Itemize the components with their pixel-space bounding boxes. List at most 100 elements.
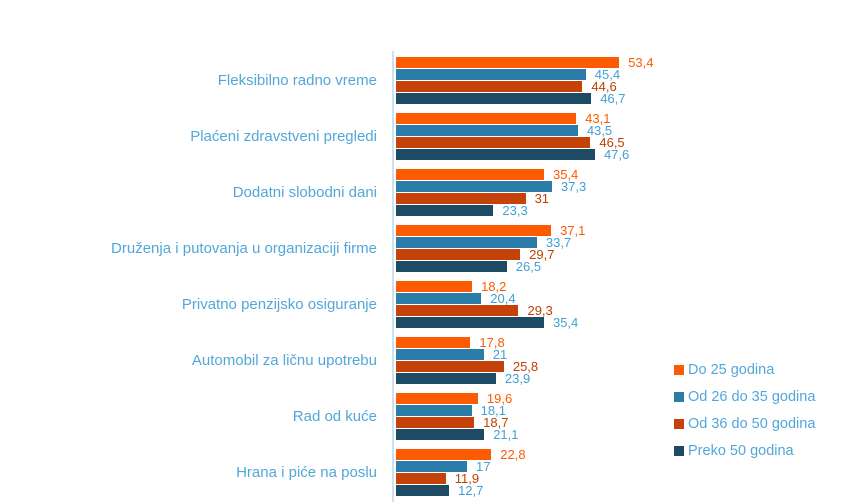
value-label: 17,8 [479, 335, 505, 350]
bar-od-26-do-35-godina [396, 125, 578, 136]
legend: Do 25 godina Od 26 do 35 godina Od 36 do 5… [674, 362, 815, 470]
bar-od-26-do-35-godina [396, 405, 472, 416]
value-label: 17 [476, 459, 491, 474]
bar-preko-50-godina [396, 485, 450, 496]
bars-block: 43,1 43,5 46,5 47,6 [396, 111, 630, 162]
bars-block: 35,4 37,3 31 23,3 [396, 167, 587, 218]
bar-preko-50-godina [396, 261, 507, 272]
value-label: 26,5 [515, 259, 542, 274]
value-label: 23,9 [504, 371, 531, 386]
bar-do-25-godina [396, 225, 552, 236]
bar-row: 35,4 [396, 167, 586, 182]
bar-do-25-godina [396, 57, 620, 68]
bar-od-26-do-35-godina [396, 349, 484, 360]
bars-block: 53,4 45,4 44,6 46,7 [396, 55, 654, 106]
bar-od-26-do-35-godina [396, 69, 586, 80]
value-label: 53,4 [628, 55, 654, 70]
bar-group: Automobil za ličnu upotrebu 17,8 21 25,8 23,… [0, 335, 654, 386]
value-label: 31 [534, 191, 550, 206]
value-label: 19,6 [486, 391, 513, 406]
legend-swatch-icon [674, 391, 684, 402]
bar-group: Fleksibilno radno vreme 53,4 45,4 44,6 46,7 [0, 55, 654, 106]
bar-do-25-godina [396, 169, 544, 180]
bar-row: 25,8 [396, 359, 539, 374]
bar-do-25-godina [396, 281, 473, 292]
bar-row: 11,9 [396, 471, 526, 486]
value-label: 18,1 [480, 403, 506, 418]
bar-do-25-godina [396, 393, 478, 404]
value-label: 33,7 [545, 235, 572, 250]
bar-od-26-do-35-godina [396, 293, 482, 304]
category-label: Dodatni slobodni dani [232, 183, 377, 201]
legend-item-do-25-godina: Do 25 godina [674, 362, 815, 378]
bar-row: 18,7 [396, 415, 519, 430]
bar-od-36-do-50-godina [396, 361, 504, 372]
bar-row: 37,3 [396, 179, 587, 194]
bar-row: 31 [396, 191, 586, 206]
bar-row: 21,1 [396, 428, 519, 441]
category-label: Rad od kuće [292, 407, 377, 425]
value-label: 29,3 [527, 303, 553, 318]
value-label: 23,3 [502, 203, 528, 218]
legend-label: Od 36 do 50 godina [688, 415, 816, 432]
bar-od-36-do-50-godina [396, 193, 526, 204]
value-label: 43,5 [586, 123, 613, 138]
plot-area: Fleksibilno radno vreme 53,4 45,4 44,6 46,7 P… [0, 55, 654, 502]
category-label: Druženja i putovanja u organizaciji firm… [111, 239, 377, 257]
bars-block: 19,6 18,1 18,7 21,1 [396, 391, 519, 441]
bar-row: 47,6 [396, 147, 630, 162]
bar-od-36-do-50-godina [396, 473, 446, 484]
value-label: 46,5 [599, 135, 625, 150]
bar-group: Hrana i piće na poslu 22,8 17 11,9 12,7 [0, 447, 654, 498]
value-label: 21 [492, 347, 508, 362]
legend-item-od-26-do-35-godina: Od 26 do 35 godina [674, 388, 816, 405]
value-label: 35,4 [552, 167, 579, 182]
bar-row: 20,4 [396, 291, 578, 306]
bar-group: Rad od kuće 19,6 18,1 18,7 21,1 [0, 391, 654, 441]
bar-preko-50-godina [396, 317, 544, 328]
category-label: Privatno penzijsko osiguranje [181, 295, 377, 313]
bar-group: Druženja i putovanja u organizaciji firm… [0, 223, 654, 274]
value-label: 35,4 [552, 315, 579, 330]
bars-block: 37,1 33,7 29,7 26,5 [396, 223, 586, 274]
value-label: 37,3 [560, 179, 587, 194]
legend-swatch-icon [674, 364, 684, 375]
bar-preko-50-godina [396, 429, 485, 440]
value-label: 46,7 [600, 91, 626, 106]
bar-row: 29,7 [396, 248, 585, 261]
bar-row: 22,8 [396, 447, 526, 462]
bar-row: 19,6 [396, 391, 519, 406]
bar-group: Privatno penzijsko osiguranje 18,2 20,4 29,… [0, 279, 654, 330]
bar-od-26-do-35-godina [396, 237, 537, 248]
bar-od-36-do-50-godina [396, 249, 521, 260]
bar-row: 43,1 [396, 111, 629, 126]
value-label: 47,6 [603, 147, 630, 162]
bar-do-25-godina [396, 113, 577, 124]
value-label: 37,1 [560, 223, 586, 238]
value-label: 11,9 [454, 471, 480, 486]
bar-row: 45,4 [396, 68, 654, 81]
category-axis-line [392, 51, 394, 502]
bar-preko-50-godina [396, 373, 496, 384]
value-label: 20,4 [490, 291, 516, 306]
bar-row: 23,3 [396, 203, 586, 218]
category-label: Hrana i piće na poslu [236, 463, 377, 481]
legend-swatch-icon [674, 445, 684, 456]
value-label: 18,7 [483, 415, 509, 430]
category-label: Fleksibilno radno vreme [217, 71, 377, 89]
bars-block: 17,8 21 25,8 23,9 [396, 335, 539, 386]
bar-row: 43,5 [396, 123, 629, 138]
value-label: 25,8 [512, 359, 539, 374]
bar-od-36-do-50-godina [396, 417, 475, 428]
legend-item-od-36-do-50-godina: Od 36 do 50 godina [674, 415, 816, 432]
value-label: 22,8 [500, 447, 526, 462]
legend-label: Od 26 do 35 godina [688, 388, 816, 405]
bar-row: 46,7 [396, 91, 654, 106]
bar-row: 21 [396, 347, 538, 362]
value-label: 43,1 [585, 111, 611, 126]
value-label: 12,7 [458, 483, 484, 498]
bar-row: 29,3 [396, 303, 578, 318]
category-label: Plaćeni zdravstveni pregledi [190, 127, 377, 145]
value-label: 18,2 [481, 279, 507, 294]
